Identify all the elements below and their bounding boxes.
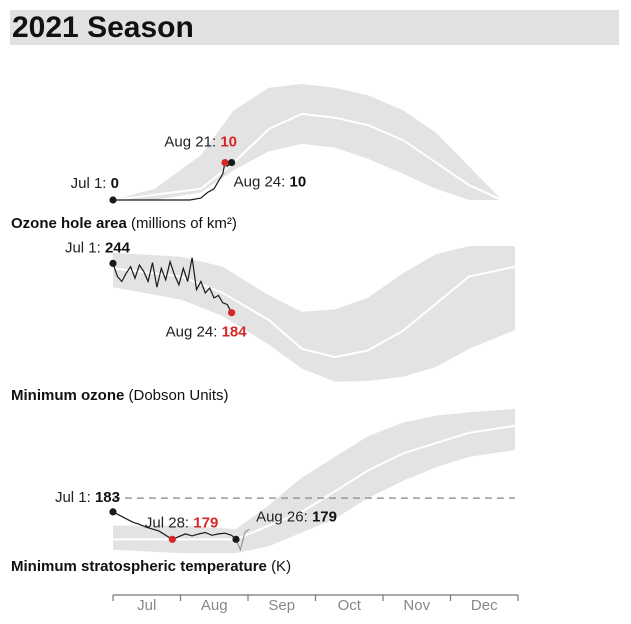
annotation-value: 0 bbox=[111, 175, 119, 192]
panel-label-unit: (Dobson Units) bbox=[129, 387, 229, 404]
annotation-marker bbox=[109, 259, 117, 267]
annotation-label: Jul 1: 183 bbox=[55, 489, 120, 506]
panel-label-title: Ozone hole area bbox=[11, 215, 131, 232]
annotation-label: Aug 26: 179 bbox=[256, 508, 337, 525]
annotation-value: 179 bbox=[193, 514, 218, 531]
annotation-date: Aug 21: bbox=[164, 134, 220, 151]
annotation-date: Jul 28: bbox=[145, 514, 193, 531]
panel-label-unit: (millions of km²) bbox=[131, 215, 237, 232]
panel-label-title: Minimum ozone bbox=[11, 387, 129, 404]
annotation-label: Aug 24: 10 bbox=[234, 174, 307, 191]
x-axis: Jul Aug Sep Oct Nov Dec bbox=[112, 594, 519, 614]
annotation-label: Aug 24: 184 bbox=[166, 324, 248, 341]
annotation-date: Jul 1: bbox=[55, 489, 95, 506]
median-line bbox=[113, 424, 516, 541]
x-tick-label: Aug bbox=[201, 597, 228, 614]
panel-label: Minimum stratospheric temperature (K) bbox=[11, 558, 291, 575]
annotation-marker bbox=[228, 309, 236, 317]
title-bar: 2021 Season bbox=[10, 10, 619, 45]
page-title: 2021 Season bbox=[12, 11, 194, 44]
annotation-marker bbox=[168, 535, 176, 543]
historical-range-band bbox=[113, 246, 515, 382]
historical-range-band bbox=[113, 408, 515, 554]
annotation-value: 244 bbox=[105, 239, 131, 256]
annotation-value: 183 bbox=[95, 489, 120, 506]
annotation-value: 10 bbox=[289, 174, 306, 191]
annotation-label: Jul 28: 179 bbox=[145, 514, 218, 531]
annotation-label: Aug 21: 10 bbox=[164, 134, 237, 151]
panel-label: Minimum ozone (Dobson Units) bbox=[11, 387, 229, 404]
historical-range-band bbox=[113, 84, 502, 200]
panel-label: Ozone hole area (millions of km²) bbox=[11, 215, 237, 232]
annotation-label: Jul 1: 0 bbox=[71, 175, 119, 192]
panel-label-title: Minimum stratospheric temperature bbox=[11, 558, 271, 575]
annotation-value: 179 bbox=[312, 508, 337, 525]
annotation-marker bbox=[232, 535, 240, 543]
x-tick-label: Oct bbox=[338, 597, 362, 614]
annotation-label: Jul 1: 244 bbox=[65, 239, 131, 256]
annotation-marker bbox=[228, 158, 236, 167]
annotation-date: Jul 1: bbox=[65, 239, 105, 256]
annotation-marker bbox=[109, 508, 117, 516]
annotation-value: 10 bbox=[220, 134, 237, 151]
annotation-marker bbox=[221, 158, 229, 167]
annotation-value: 184 bbox=[222, 324, 248, 341]
x-tick-label: Sep bbox=[268, 597, 295, 614]
series-extension-line bbox=[235, 528, 250, 552]
annotation-date: Aug 26: bbox=[256, 508, 312, 525]
annotation-marker bbox=[109, 196, 117, 204]
annotation-date: Aug 24: bbox=[166, 324, 222, 341]
season-2021-line bbox=[112, 257, 233, 313]
panel-label-unit: (K) bbox=[271, 558, 291, 575]
x-tick-label: Dec bbox=[471, 597, 498, 614]
annotation-date: Jul 1: bbox=[71, 175, 111, 192]
x-tick-label: Jul bbox=[137, 597, 156, 614]
median-line bbox=[112, 265, 516, 359]
panel-minimum-ozone: Jul 1: 244 Aug 24: 184 Minimum ozone (Dobs… bbox=[11, 239, 516, 404]
annotation-date: Aug 24: bbox=[234, 174, 290, 191]
x-tick-label: Nov bbox=[403, 597, 430, 614]
